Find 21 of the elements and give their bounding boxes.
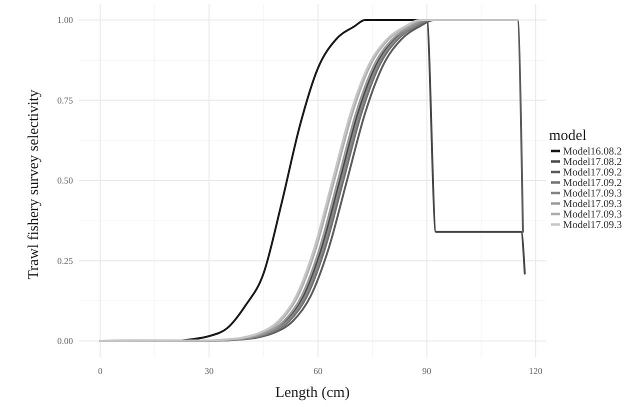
x-tick-label: 30 [204, 366, 214, 376]
legend-label: Model17.09.2 [563, 178, 622, 190]
x-tick-label: 90 [422, 366, 432, 376]
legend-label: Model16.08.2 [563, 146, 622, 158]
x-tick-label: 60 [313, 366, 323, 376]
y-tick-label: 0.00 [57, 336, 74, 346]
y-tick-label: 0.50 [57, 176, 74, 186]
x-tick-label: 120 [528, 366, 543, 376]
legend-label: Model17.09.3 [563, 199, 622, 210]
y-tick-label: 0.25 [57, 256, 74, 266]
y-tick-label: 1.00 [57, 15, 74, 26]
legend-label: Model17.08.2 [563, 157, 622, 168]
x-axis-title: Length (cm) [275, 385, 350, 401]
x-tick-label: 0 [98, 366, 103, 376]
legend-label: Model17.09.3 [563, 210, 622, 221]
legend-label: Model17.09.3 [563, 220, 622, 232]
legend-title: model [549, 128, 586, 144]
legend-label: Model17.09.3 [563, 188, 622, 200]
y-tick-label: 0.75 [57, 95, 74, 106]
legend-label: Model17.09.2 [563, 168, 622, 179]
y-axis-title: Trawl fishery survey selectivity [26, 89, 42, 280]
